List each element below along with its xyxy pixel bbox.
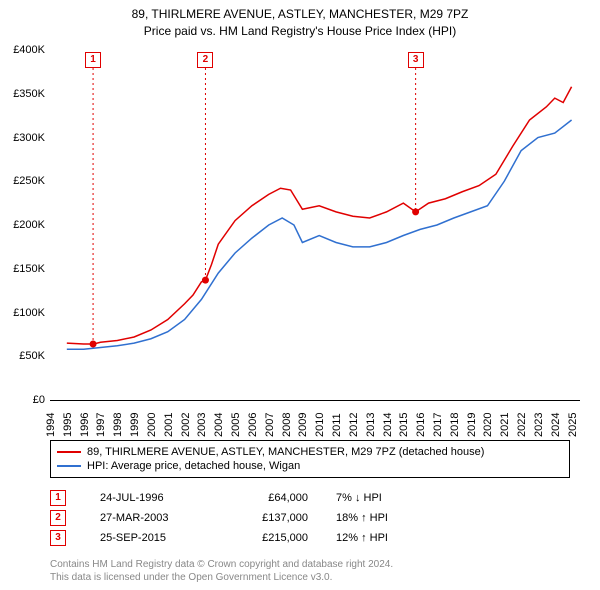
- xtick-label: 1997: [95, 413, 107, 437]
- xtick-label: 2020: [482, 413, 494, 437]
- legend-swatch: [57, 451, 81, 453]
- event-pct: 7% ↓ HPI: [336, 492, 426, 504]
- xtick-label: 2013: [365, 413, 377, 437]
- xtick-label: 2001: [163, 413, 175, 437]
- event-row-marker: 2: [50, 510, 66, 526]
- xtick-label: 2004: [213, 413, 225, 437]
- xtick-label: 2022: [516, 413, 528, 437]
- events-table: 1 24-JUL-1996 £64,000 7% ↓ HPI 2 27-MAR-2003 £…: [50, 488, 570, 548]
- chart-area: £0£50K£100K£150K£200K£250K£300K£350K£400…: [50, 50, 580, 400]
- event-row: 1 24-JUL-1996 £64,000 7% ↓ HPI: [50, 488, 570, 508]
- footer-line1: Contains HM Land Registry data © Crown c…: [50, 558, 393, 571]
- xtick-label: 2002: [180, 413, 192, 437]
- series-hpi: [67, 120, 572, 349]
- title-line1: 89, THIRLMERE AVENUE, ASTLEY, MANCHESTER…: [0, 6, 600, 23]
- legend-label: 89, THIRLMERE AVENUE, ASTLEY, MANCHESTER…: [87, 446, 484, 458]
- event-row: 2 27-MAR-2003 £137,000 18% ↑ HPI: [50, 508, 570, 528]
- xtick-label: 2011: [331, 413, 343, 437]
- ytick-label: £50K: [0, 350, 45, 362]
- chart-container: 89, THIRLMERE AVENUE, ASTLEY, MANCHESTER…: [0, 0, 600, 590]
- event-row-marker: 3: [50, 530, 66, 546]
- xtick-label: 1994: [45, 413, 57, 437]
- ytick-label: £300K: [0, 132, 45, 144]
- xtick-label: 2023: [533, 413, 545, 437]
- xtick-label: 2018: [449, 413, 461, 437]
- legend: 89, THIRLMERE AVENUE, ASTLEY, MANCHESTER…: [50, 440, 570, 478]
- footer-line2: This data is licensed under the Open Gov…: [50, 571, 393, 584]
- xtick-label: 2015: [398, 413, 410, 437]
- event-marker-2: 2: [197, 52, 213, 68]
- ytick-label: £200K: [0, 219, 45, 231]
- xtick-label: 2014: [382, 413, 394, 437]
- event-price: £215,000: [218, 532, 328, 544]
- event-marker-3: 3: [408, 52, 424, 68]
- event-date: 24-JUL-1996: [100, 492, 210, 504]
- event-row-marker: 1: [50, 490, 66, 506]
- ytick-label: £350K: [0, 88, 45, 100]
- legend-swatch: [57, 465, 81, 467]
- xtick-label: 2003: [196, 413, 208, 437]
- series-price_paid: [67, 87, 572, 344]
- event-price: £64,000: [218, 492, 328, 504]
- ytick-label: £150K: [0, 263, 45, 275]
- plot-svg: [50, 50, 580, 401]
- xtick-label: 1995: [62, 413, 74, 437]
- xtick-label: 1999: [129, 413, 141, 437]
- xtick-label: 1998: [112, 413, 124, 437]
- xtick-label: 2010: [314, 413, 326, 437]
- xtick-label: 2000: [146, 413, 158, 437]
- event-date: 27-MAR-2003: [100, 512, 210, 524]
- xtick-label: 1996: [79, 413, 91, 437]
- title-line2: Price paid vs. HM Land Registry's House …: [0, 23, 600, 40]
- xtick-label: 2007: [264, 413, 276, 437]
- legend-row: 89, THIRLMERE AVENUE, ASTLEY, MANCHESTER…: [57, 445, 563, 459]
- xtick-label: 2009: [297, 413, 309, 437]
- xtick-label: 2024: [550, 413, 562, 437]
- title-block: 89, THIRLMERE AVENUE, ASTLEY, MANCHESTER…: [0, 0, 600, 40]
- xtick-label: 2021: [499, 413, 511, 437]
- xtick-label: 2016: [415, 413, 427, 437]
- event-pct: 18% ↑ HPI: [336, 512, 426, 524]
- ytick-label: £400K: [0, 44, 45, 56]
- ytick-label: £100K: [0, 307, 45, 319]
- xtick-label: 2006: [247, 413, 259, 437]
- xtick-label: 2025: [567, 413, 579, 437]
- ytick-label: £250K: [0, 175, 45, 187]
- ytick-label: £0: [0, 394, 45, 406]
- event-row: 3 25-SEP-2015 £215,000 12% ↑ HPI: [50, 528, 570, 548]
- legend-label: HPI: Average price, detached house, Wiga…: [87, 460, 300, 472]
- event-marker-1: 1: [85, 52, 101, 68]
- footer: Contains HM Land Registry data © Crown c…: [50, 558, 393, 584]
- event-date: 25-SEP-2015: [100, 532, 210, 544]
- xtick-label: 2017: [432, 413, 444, 437]
- xtick-label: 2019: [466, 413, 478, 437]
- xtick-label: 2012: [348, 413, 360, 437]
- event-pct: 12% ↑ HPI: [336, 532, 426, 544]
- legend-row: HPI: Average price, detached house, Wiga…: [57, 459, 563, 473]
- xtick-label: 2008: [281, 413, 293, 437]
- xtick-label: 2005: [230, 413, 242, 437]
- event-price: £137,000: [218, 512, 328, 524]
